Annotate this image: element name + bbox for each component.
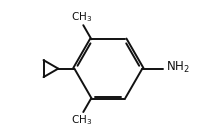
Text: NH$_2$: NH$_2$ — [165, 60, 189, 75]
Text: CH$_3$: CH$_3$ — [71, 10, 92, 24]
Text: CH$_3$: CH$_3$ — [71, 114, 92, 127]
